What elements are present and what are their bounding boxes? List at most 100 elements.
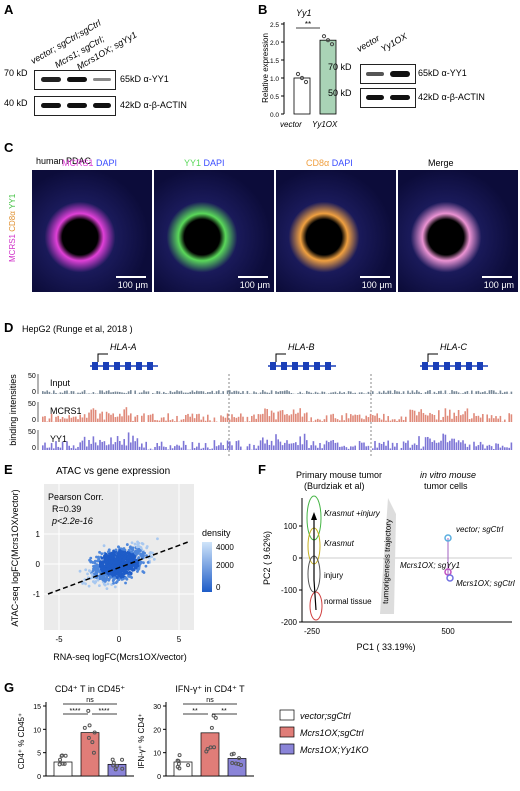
channel-label: CD8α DAPI	[306, 158, 353, 168]
scatter-point	[136, 540, 139, 544]
panel-label-c: C	[4, 140, 14, 155]
scatter-point	[136, 561, 140, 565]
track-scale: 50	[28, 373, 36, 380]
data-point	[213, 715, 218, 720]
scatter-point	[103, 580, 107, 583]
scatter-point	[131, 568, 135, 571]
panel-title: ATAC vs gene expression	[56, 466, 171, 477]
western-blot-actin	[34, 96, 116, 116]
scatter-point	[113, 557, 117, 561]
scatter-point	[106, 572, 110, 576]
scatter-point	[100, 556, 104, 560]
y-tick: 0.0	[270, 112, 279, 119]
scatter-point	[133, 555, 137, 559]
scatter-point	[115, 580, 119, 583]
microscopy-image: 100 μm	[154, 170, 274, 292]
scatter-point	[109, 561, 113, 565]
scatter-point	[112, 572, 116, 576]
scatter-point	[112, 551, 116, 555]
data-point	[211, 713, 216, 718]
channel-label: Merge	[428, 158, 454, 168]
x-tick: -250	[304, 627, 321, 636]
microscopy-image: 100 μm	[32, 170, 152, 292]
scatter-point	[91, 580, 95, 583]
data-point	[237, 756, 242, 761]
panel-subtitle: (Burdziak et al)	[304, 481, 365, 491]
scatter-point	[114, 561, 118, 565]
data-point	[229, 752, 234, 757]
data-point	[60, 753, 65, 758]
track-zero: 0	[32, 389, 36, 396]
scatter-point	[133, 550, 137, 554]
scatter-point	[105, 576, 109, 580]
data-point	[82, 725, 87, 730]
y-tick: 2.5	[270, 22, 279, 29]
data-point	[209, 725, 214, 730]
legend-title: density	[202, 528, 231, 538]
panel-label-a: A	[4, 2, 14, 17]
scatter-point	[106, 582, 110, 586]
scatter-point	[111, 579, 115, 583]
scatter-point	[100, 552, 104, 556]
scatter-point	[98, 569, 101, 573]
track-name: MCRS1	[50, 406, 82, 416]
group-label: Krasmut	[324, 539, 355, 548]
scatter-point	[102, 575, 106, 579]
panel-title: in vitro mouse	[420, 470, 477, 480]
scatter-point	[116, 572, 120, 576]
data-point	[177, 753, 182, 758]
scatter-point	[110, 559, 114, 563]
scatter-point	[136, 549, 140, 553]
scatter-point	[93, 561, 97, 565]
microscopy-image: 100 μm	[276, 170, 396, 292]
x-axis-label: PC1 ( 33.19%)	[356, 642, 415, 652]
scatter-point	[103, 567, 107, 571]
scatter-point	[130, 553, 134, 556]
y-axis-label: ATAC-seq logFC(Mcrs1OX/vector)	[10, 489, 20, 626]
data-point	[120, 757, 125, 762]
scatter-point	[89, 556, 93, 560]
scatter-point	[105, 587, 109, 591]
scatter-point	[94, 580, 98, 584]
scatter-point	[123, 567, 127, 571]
scatter-point	[122, 559, 126, 563]
scatter-point	[120, 561, 124, 565]
western-blot-actin	[360, 88, 416, 108]
scatter-point	[97, 558, 101, 562]
y-tick: -100	[281, 586, 298, 595]
scatter-point	[84, 582, 87, 586]
scatter-point	[109, 571, 113, 575]
mw-marker: 40 kD	[4, 98, 28, 108]
scatter-point	[133, 542, 137, 546]
scatter-point	[152, 557, 156, 561]
scatter-point	[95, 569, 98, 573]
scatter-point	[127, 563, 131, 567]
scatter-point	[115, 555, 119, 559]
scatter-point	[90, 573, 94, 576]
scatter-point	[99, 567, 103, 571]
scatter-point	[98, 584, 101, 587]
scatter-point	[141, 555, 144, 559]
data-point	[299, 75, 305, 81]
bar	[227, 758, 247, 777]
scatter-point	[151, 551, 154, 555]
scatter-point	[128, 546, 132, 550]
panel-title: HepG2 (Runge et al, 2018 )	[22, 324, 133, 334]
y-tick: 0	[157, 774, 161, 781]
blot-label: 42kD α-β-ACTIN	[418, 92, 485, 102]
scale-bar	[116, 276, 146, 278]
scatter-point	[133, 566, 137, 570]
track-scale: 50	[28, 429, 36, 436]
y-tick: 100	[284, 522, 298, 531]
track-scale: 50	[28, 401, 36, 408]
data-point	[86, 708, 91, 713]
data-point	[212, 745, 217, 750]
data-point	[329, 42, 335, 47]
scatter-point	[127, 574, 131, 578]
data-point	[90, 740, 95, 745]
scatter-point	[139, 552, 143, 556]
bar-chart: CD4⁺ T in CD45⁺ CD4⁺ % CD45⁺ 0 5 10 15 ns **** *…	[17, 684, 134, 781]
legend-label: Mcrs1OX;Yy1KO	[300, 745, 369, 755]
y-tick: 1	[36, 530, 41, 539]
y-axis-label: PC2 ( 9.62%)	[262, 531, 272, 585]
